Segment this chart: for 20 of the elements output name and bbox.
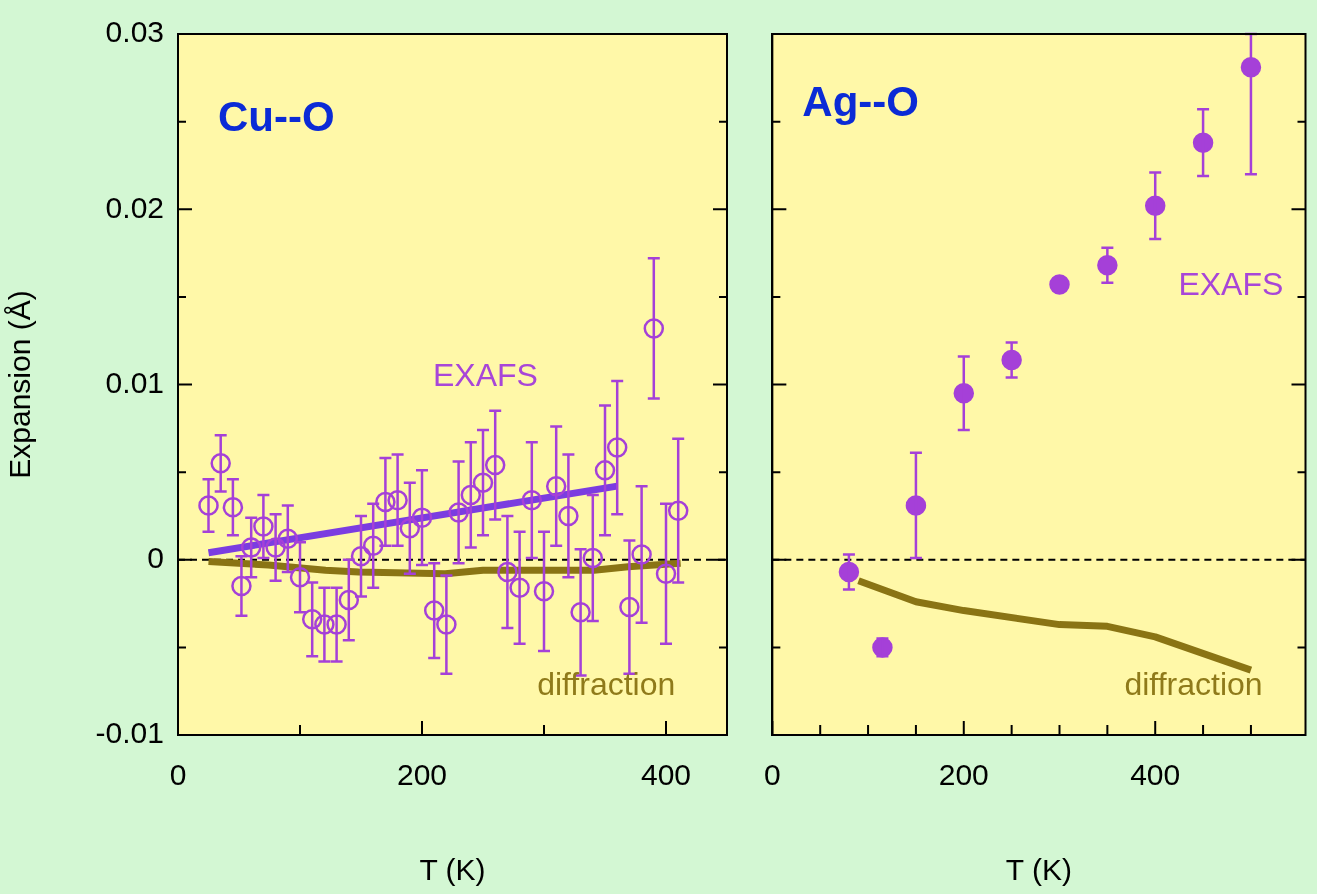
annotation: diffraction [1124, 665, 1263, 702]
text: Cu--O [218, 92, 335, 140]
x-tick-label: 400 [1130, 758, 1181, 792]
x-tick-label: 0 [764, 758, 781, 792]
annotation: diffraction [537, 665, 676, 702]
annotation: EXAFS [1178, 266, 1284, 303]
y-tick-label: 0.01 [105, 365, 164, 399]
x-tick-label: 0 [169, 758, 187, 792]
x-tick-label: 200 [938, 758, 989, 792]
y-tick-label: -0.01 [95, 716, 164, 750]
y-axis-title: Expansion (Å) [3, 290, 37, 479]
x-tick-label: 200 [396, 758, 448, 792]
x-axis-title: T (K) [419, 853, 486, 887]
y-tick-label: 0 [147, 541, 164, 575]
y-tick-label: 0.02 [105, 190, 164, 224]
x-axis-title: T (K) [1005, 853, 1072, 887]
annotation: EXAFS [432, 357, 538, 394]
y-tick-label: 0.03 [105, 15, 164, 49]
x-tick-label: 400 [640, 758, 692, 792]
text: Ag--O [802, 77, 919, 125]
